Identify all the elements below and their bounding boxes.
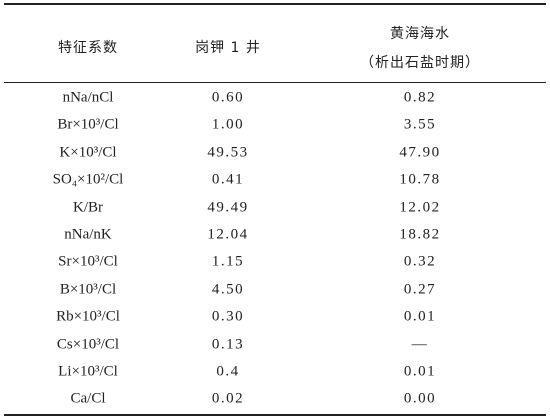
value-cell: 0.27 [403, 281, 437, 298]
value-cell: 10.78 [399, 171, 441, 188]
value-cell: 0.30 [211, 308, 245, 325]
value-cell: 0.82 [403, 89, 437, 106]
row-label: Sr×10³/Cl [58, 253, 118, 270]
row-label: Ca/Cl [70, 390, 106, 407]
row-label: Li×10³/Cl [58, 363, 118, 380]
row-label: K×10³/Cl [59, 144, 117, 161]
value-cell: 0.01 [403, 308, 437, 325]
value-cell: 49.49 [207, 199, 249, 216]
value-cell: 18.82 [399, 226, 441, 243]
row-label: SO₄×10²/Cl [52, 171, 124, 188]
value-cell: 0.4 [216, 363, 240, 380]
row-label: B×10³/Cl [59, 281, 117, 298]
value-cell: 0.00 [403, 390, 437, 407]
value-cell: 0.60 [211, 89, 245, 106]
value-cell: 0.41 [211, 171, 245, 188]
header-cell: 黄海海水 [390, 26, 450, 42]
header-cell: 岗钾 1 井 [195, 40, 261, 56]
row-label: K/Br [73, 199, 103, 216]
value-cell: — [411, 336, 429, 353]
value-cell: 0.32 [403, 253, 437, 270]
header-cell: 特征系数 [58, 40, 118, 56]
value-cell: 12.04 [207, 226, 249, 243]
value-cell: 0.02 [211, 390, 245, 407]
value-cell: 1.00 [211, 116, 245, 133]
row-label: Rb×10³/Cl [56, 308, 120, 325]
row-label: nNa/nCl [62, 89, 114, 106]
row-label: Cs×10³/Cl [56, 336, 120, 353]
value-cell: 49.53 [207, 144, 249, 161]
value-cell: 47.90 [399, 144, 441, 161]
value-cell: 0.01 [403, 363, 437, 380]
row-label: Br×10³/Cl [57, 116, 119, 133]
value-cell: 3.55 [403, 116, 437, 133]
top-rule [4, 3, 546, 5]
header-cell: （析出石盐时期） [360, 55, 480, 71]
value-cell: 1.15 [211, 253, 245, 270]
value-cell: 0.13 [211, 336, 245, 353]
bottom-rule [4, 414, 546, 416]
value-cell: 12.02 [399, 199, 441, 216]
value-cell: 4.50 [211, 281, 245, 298]
header-rule [4, 82, 546, 83]
row-label: nNa/nK [64, 226, 112, 243]
